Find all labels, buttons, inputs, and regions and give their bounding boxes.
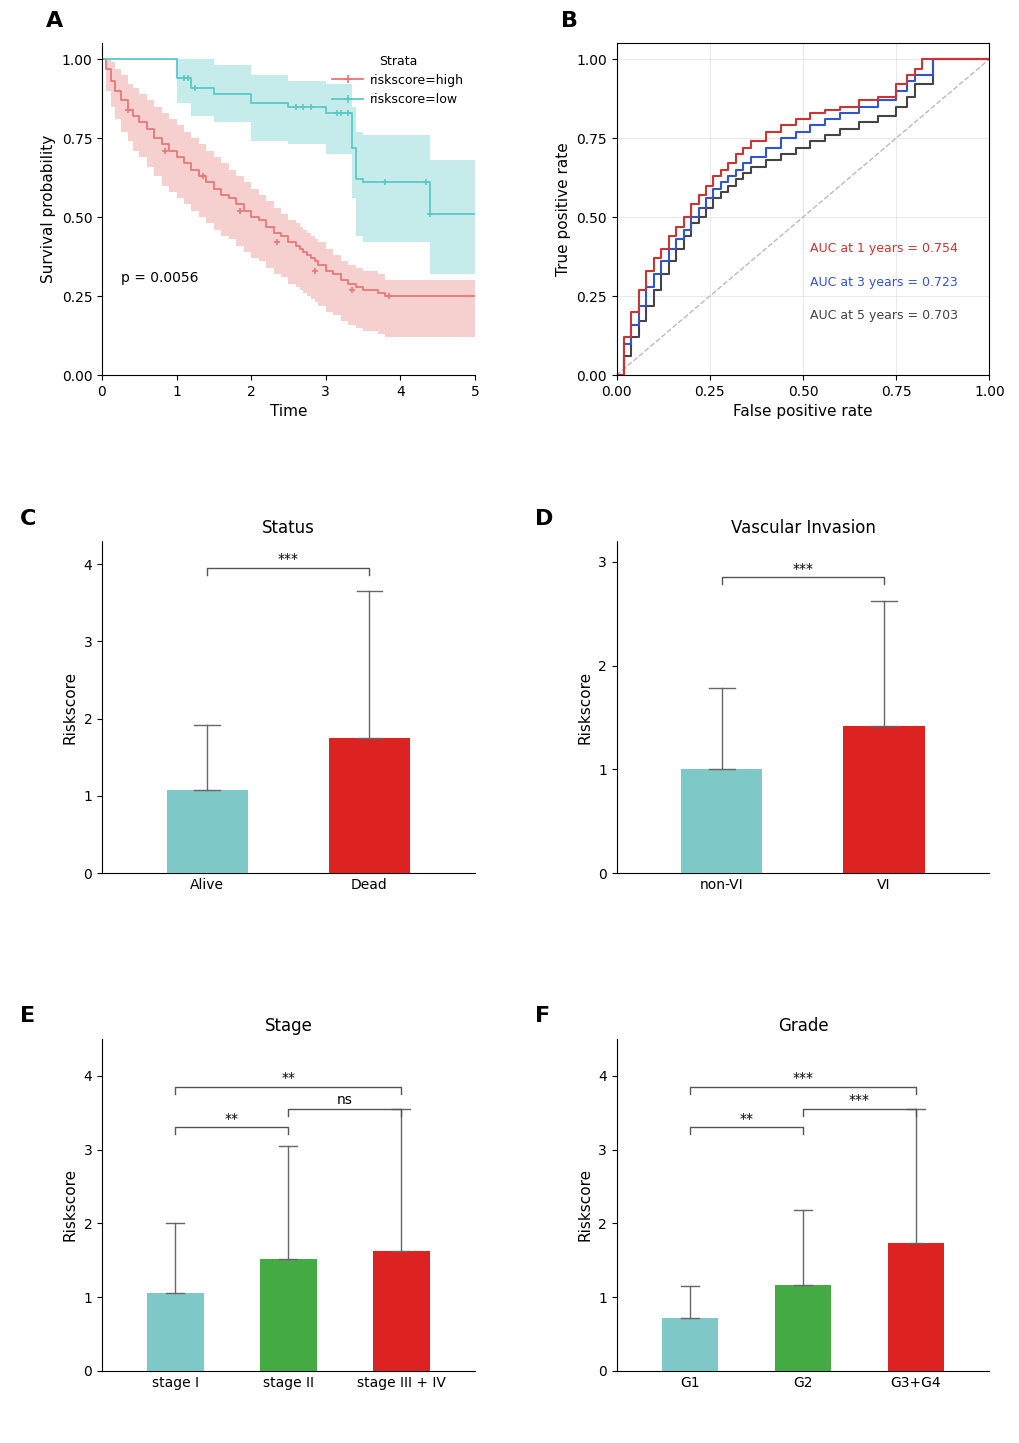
Y-axis label: True positive rate: True positive rate — [555, 143, 570, 276]
Text: ns: ns — [336, 1094, 353, 1107]
Y-axis label: Riskscore: Riskscore — [577, 1169, 592, 1241]
Title: Vascular Invasion: Vascular Invasion — [730, 519, 874, 537]
Text: D: D — [534, 508, 552, 528]
Bar — [260, 1258, 316, 1371]
Text: C: C — [20, 508, 37, 528]
Text: AUC at 5 years = 0.703: AUC at 5 years = 0.703 — [810, 309, 958, 322]
Bar — [147, 1293, 204, 1371]
Text: ***: *** — [792, 1071, 813, 1085]
Bar — [167, 791, 248, 873]
Bar — [774, 1284, 830, 1371]
X-axis label: False positive rate: False positive rate — [733, 404, 872, 420]
Text: E: E — [20, 1006, 35, 1026]
Title: Grade: Grade — [776, 1017, 827, 1035]
Text: **: ** — [281, 1071, 296, 1085]
Bar — [843, 726, 923, 873]
Bar — [887, 1244, 944, 1371]
Text: **: ** — [225, 1111, 238, 1126]
Y-axis label: Riskscore: Riskscore — [63, 1169, 77, 1241]
X-axis label: Time: Time — [269, 404, 307, 420]
Y-axis label: Riskscore: Riskscore — [63, 671, 77, 743]
Text: AUC at 3 years = 0.723: AUC at 3 years = 0.723 — [810, 276, 957, 289]
Bar — [329, 737, 410, 873]
Legend: riskscore=high, riskscore=low: riskscore=high, riskscore=low — [327, 49, 468, 111]
Text: AUC at 1 years = 0.754: AUC at 1 years = 0.754 — [810, 242, 958, 255]
Title: Stage: Stage — [264, 1017, 312, 1035]
Y-axis label: Riskscore: Riskscore — [577, 671, 592, 743]
Text: F: F — [534, 1006, 549, 1026]
Text: **: ** — [739, 1111, 753, 1126]
Text: ***: *** — [792, 561, 813, 576]
Bar — [373, 1251, 429, 1371]
Y-axis label: Survival probability: Survival probability — [41, 136, 56, 283]
Text: A: A — [46, 10, 63, 30]
Text: B: B — [560, 10, 577, 30]
Text: ***: *** — [848, 1094, 869, 1107]
Text: p = 0.0056: p = 0.0056 — [120, 271, 198, 286]
Title: Status: Status — [262, 519, 315, 537]
Bar — [661, 1317, 717, 1371]
Text: ***: *** — [277, 553, 299, 567]
Bar — [681, 769, 761, 873]
